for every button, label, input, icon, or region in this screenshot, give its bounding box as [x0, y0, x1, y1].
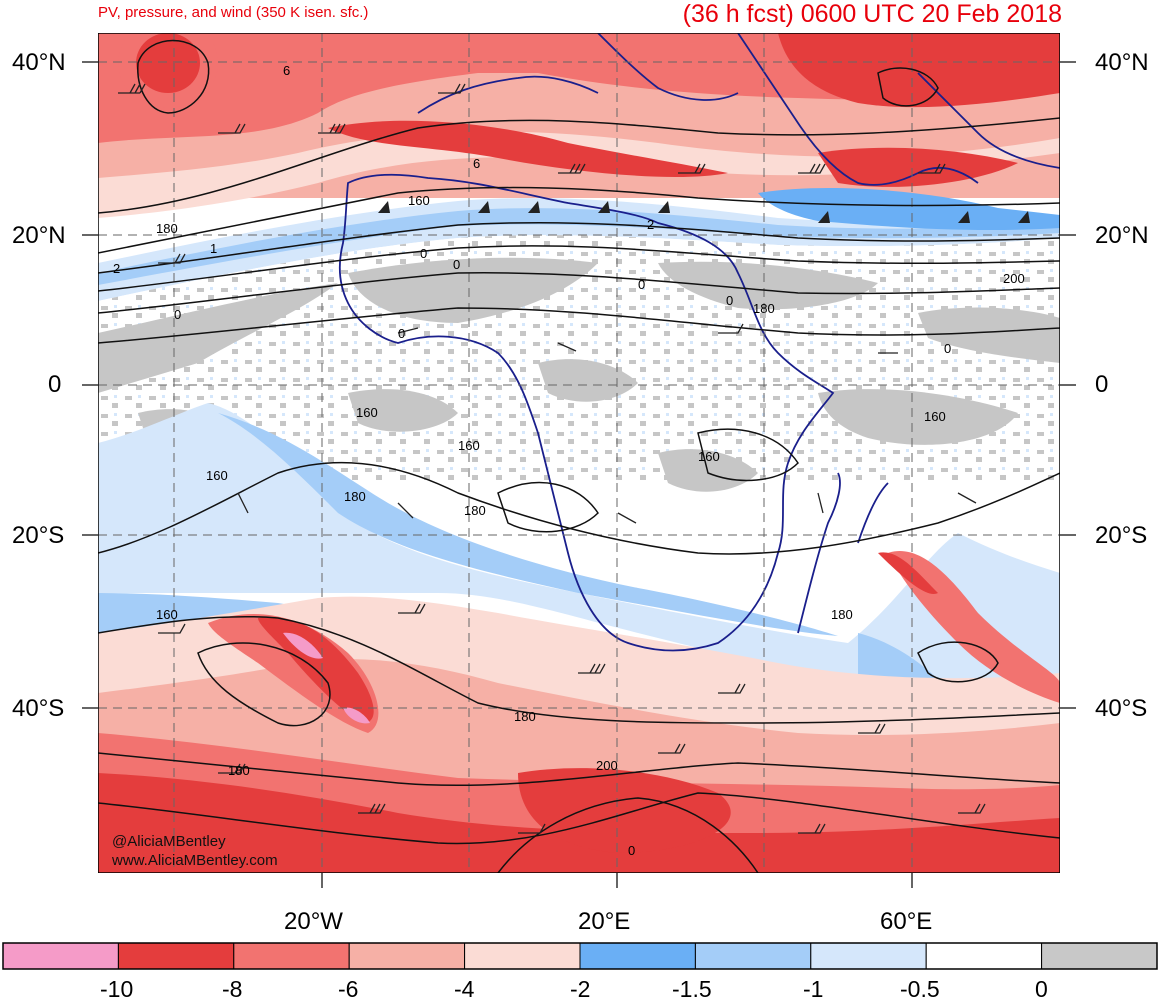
contour-label: 180 [344, 489, 366, 504]
map-subtitle: PV, pressure, and wind (350 K isen. sfc.… [98, 4, 369, 21]
colorbar-label: -1 [803, 976, 824, 1002]
colorbar-label: -8 [222, 976, 243, 1002]
contour-label: 0 [453, 257, 460, 272]
coastlines [338, 33, 1060, 652]
lat-label-20s-right: 20°S [1095, 522, 1148, 549]
colorbar-swatch [233, 942, 350, 970]
contour-labels: 6 6 180 160 0 0 0 2 1 0 0 2 0 180 200 0 … [113, 63, 1025, 858]
contour-label: 0 [628, 843, 635, 858]
lat-label-20n-left: 20°N [12, 222, 66, 249]
colorbar-label: -10 [100, 976, 134, 1002]
contour-label: 2 [647, 217, 654, 232]
contour-label: 0 [944, 341, 951, 356]
colorbar-label: -4 [454, 976, 475, 1002]
colorbar-swatch [810, 942, 927, 970]
pv-north-blue-band [98, 188, 1060, 301]
contour-label: 160 [206, 468, 228, 483]
colorbar-label: -0.5 [900, 976, 940, 1002]
contour-label: 160 [156, 607, 178, 622]
colorbar-swatch [694, 942, 812, 970]
contour-label: 2 [113, 261, 120, 276]
contour-label: 160 [458, 438, 480, 453]
credit: @AliciaMBentley www.AliciaMBentley.com [111, 833, 278, 869]
pv-map: 6 6 180 160 0 0 0 2 1 0 0 2 0 180 200 0 … [98, 33, 1060, 873]
contour-label: 160 [698, 449, 720, 464]
lat-label-40n-right: 40°N [1095, 49, 1149, 76]
lon-label-20e: 20°E [578, 908, 631, 935]
contour-label: 0 [174, 307, 181, 322]
lat-label-40s-right: 40°S [1095, 695, 1148, 722]
lat-label-40n-left: 40°N [12, 49, 66, 76]
map-gridlines [98, 33, 1060, 873]
colorbar-swatch [464, 942, 581, 970]
lat-label-20n-right: 20°N [1095, 222, 1149, 249]
contour-label: 160 [356, 405, 378, 420]
colorbar-label: -1.5 [672, 976, 712, 1002]
contour-label: 200 [1003, 271, 1025, 286]
contour-label: 200 [596, 758, 618, 773]
contour-label: 180 [464, 503, 486, 518]
colorbar-swatch [579, 942, 696, 970]
lat-label-40s-left: 40°S [12, 695, 65, 722]
wind-barbs [118, 83, 986, 834]
contour-label: 180 [156, 221, 178, 236]
colorbar-swatch [348, 942, 466, 970]
credit-handle: @AliciaMBentley [112, 833, 226, 850]
lon-label-20w: 20°W [284, 908, 343, 935]
contour-label: 1 [210, 241, 217, 256]
contour-label: 0 [420, 246, 427, 261]
colorbar [2, 942, 1158, 970]
pressure-contours [98, 39, 1060, 873]
pv-north-band [98, 33, 1060, 218]
colorbar-label: 0 [1035, 976, 1048, 1002]
colorbar-swatch [925, 942, 1043, 970]
colorbar-label: -2 [570, 976, 591, 1002]
lat-label-20s-left: 20°S [12, 522, 65, 549]
colorbar-swatch [2, 942, 119, 970]
colorbar-swatch [1041, 942, 1158, 970]
contour-label: 160 [924, 409, 946, 424]
contour-label: 6 [473, 156, 480, 171]
contour-label: 0 [398, 326, 405, 341]
contour-label: 180 [831, 607, 853, 622]
lat-label-eq-left: 0 [48, 371, 62, 398]
lon-label-60e: 60°E [880, 908, 933, 935]
map-title: (36 h fcst) 0600 UTC 20 Feb 2018 [682, 0, 1062, 28]
colorbar-label: -6 [338, 976, 359, 1002]
lat-label-eq-right: 0 [1095, 371, 1109, 398]
credit-website: www.AliciaMBentley.com [111, 852, 278, 869]
colorbar-swatch [117, 942, 235, 970]
wind-flags [378, 201, 1030, 223]
contour-label: 0 [726, 293, 733, 308]
contour-label: 6 [283, 63, 290, 78]
contour-label: 0 [638, 277, 645, 292]
contour-label: 180 [753, 301, 775, 316]
contour-label: 180 [514, 709, 536, 724]
contour-label: 160 [408, 193, 430, 208]
contour-label: 180 [228, 763, 250, 778]
